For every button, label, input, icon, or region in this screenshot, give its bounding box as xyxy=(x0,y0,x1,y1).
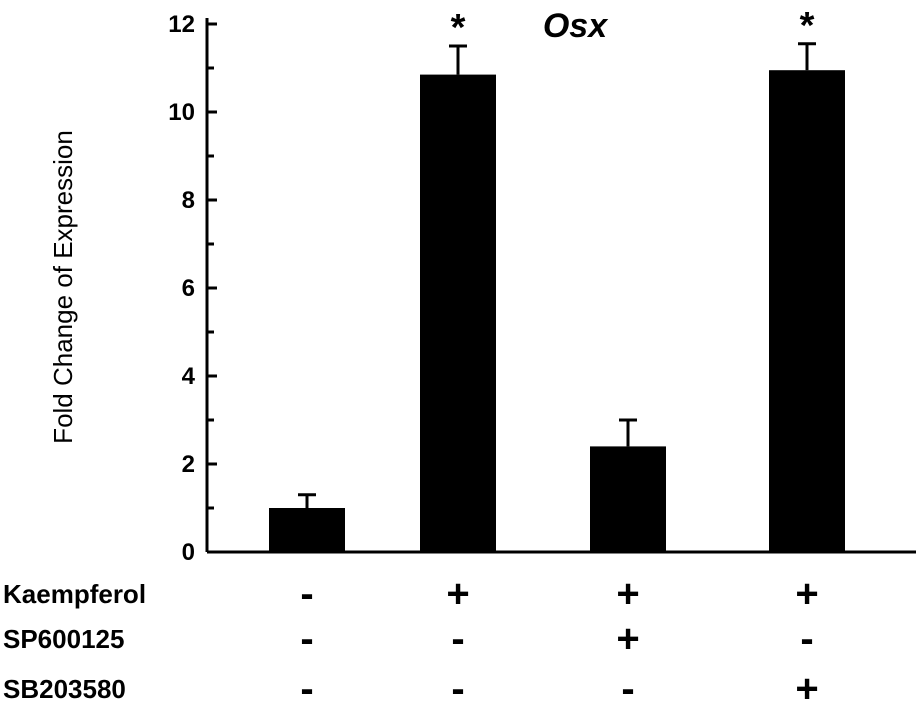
y-tick-label: 6 xyxy=(182,275,195,302)
y-axis-ticks: 0 2 4 6 8 10 12 xyxy=(168,11,217,566)
bar-2 xyxy=(420,74,496,552)
treatment-sign: - xyxy=(300,572,313,616)
y-axis-label: Fold Change of Expression xyxy=(48,130,78,444)
treatment-sign: - xyxy=(300,667,313,710)
y-tick-label: 12 xyxy=(168,11,195,38)
treatment-sign: - xyxy=(451,617,464,661)
bar-1 xyxy=(269,508,345,552)
treatment-sign: - xyxy=(300,617,313,661)
treatment-label-sp600125: SP600125 xyxy=(3,624,124,654)
y-tick-label: 10 xyxy=(168,99,195,126)
treatment-sign: + xyxy=(616,617,639,661)
treatment-sign: + xyxy=(616,572,639,616)
treatment-table: Kaempferol - + + +SP600125- - + -SB203580- - - + xyxy=(3,572,819,710)
y-tick-label: 4 xyxy=(182,363,196,390)
bars: * * xyxy=(269,5,845,552)
treatment-sign: - xyxy=(451,667,464,710)
y-tick-label: 2 xyxy=(182,451,195,478)
significance-marker-2: * xyxy=(451,7,466,49)
treatment-sign: + xyxy=(446,572,469,616)
bar-3 xyxy=(590,446,666,552)
treatment-sign: - xyxy=(621,667,634,710)
y-tick-label: 0 xyxy=(182,539,195,566)
treatment-sign: + xyxy=(795,572,818,616)
significance-marker-4: * xyxy=(800,5,815,47)
treatment-label-sb203580: SB203580 xyxy=(3,674,126,704)
treatment-sign: + xyxy=(795,667,818,710)
y-tick-label: 8 xyxy=(182,187,195,214)
chart-title: Osx xyxy=(543,7,609,45)
bar-4 xyxy=(769,70,845,552)
treatment-sign: - xyxy=(800,617,813,661)
treatment-label-kaempferol: Kaempferol xyxy=(3,579,146,609)
